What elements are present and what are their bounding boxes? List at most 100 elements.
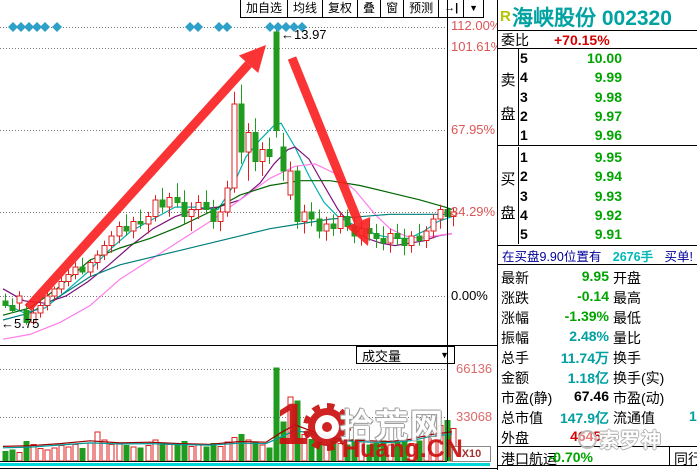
detail-label: 市盈(静): [501, 390, 553, 406]
detail-label-right: 量比: [613, 330, 641, 346]
order-level: 5: [520, 49, 528, 66]
notice-suffix: 买单!: [664, 249, 693, 264]
side-label-char: 买: [500, 171, 516, 188]
detail-value: 2.48%: [569, 328, 609, 344]
orderbook-divider: [498, 145, 697, 146]
ask-row[interactable]: 3 9.98: [520, 87, 697, 106]
jump-to-latest-icon[interactable]: →|: [439, 0, 465, 17]
order-level: 3: [520, 88, 528, 105]
timeline-strip: [0, 463, 490, 466]
order-price: 9.91: [594, 226, 622, 243]
toolbar-caret-down-icon[interactable]: ▼: [469, 3, 479, 13]
ask-row[interactable]: 5 10.00: [520, 48, 697, 67]
order-level: 5: [520, 226, 528, 243]
detail-row: 最新 9.95 开盘: [498, 266, 697, 286]
order-level: 2: [520, 168, 528, 185]
detail-row: 涨跌 -0.14 最高: [498, 286, 697, 306]
weibi-label: 委比: [501, 31, 529, 48]
volume-axis-line: [0, 461, 447, 462]
side-label-char: 盘: [500, 106, 516, 123]
toolbar-button-5[interactable]: 预测: [404, 0, 440, 17]
order-notice-bar: 在买盘9.90位置有 2676手 买单!: [498, 245, 697, 265]
caret-down-icon[interactable]: ▼: [440, 350, 449, 360]
axis-tick-label: 0.00%: [451, 288, 488, 303]
sector-name[interactable]: 港口航运: [501, 451, 557, 467]
order-price: 9.93: [594, 187, 622, 204]
toolbar-button-4[interactable]: 窗: [381, 0, 405, 17]
weibi-value: +70.15%: [554, 31, 610, 48]
order-price: 9.95: [594, 148, 622, 165]
detail-value: -1.39%: [564, 308, 609, 324]
detail-label-right: 换手: [613, 350, 641, 366]
sector-bar: 港口航运 -0.70% 同行: [498, 446, 697, 467]
weibi-row: 委比 +70.15%: [498, 30, 697, 49]
detail-label: 最新: [501, 270, 529, 286]
axis-tick-label: 33068: [456, 409, 493, 424]
chart-toolbar: 加自选 均线 复权叠窗预测 →| ▼: [240, 0, 485, 18]
order-price: 9.97: [594, 107, 622, 124]
sell-side-label: 卖盘: [498, 48, 519, 145]
detail-label-right: 开盘: [613, 270, 641, 286]
detail-label-right: 流通值: [613, 410, 655, 426]
detail-label: 总手: [501, 350, 529, 366]
order-price: 9.99: [594, 69, 622, 86]
order-level: 1: [520, 127, 528, 144]
detail-value: 1.18亿: [567, 370, 609, 386]
volume-indicator-selector[interactable]: 成交量 ▼: [356, 346, 455, 364]
detail-value-right: 1: [689, 408, 697, 424]
bid-rows: 1 9.95 2 9.94 3 9.93 4 9.92 5 9.91: [520, 147, 697, 244]
axis-tick-label: 101.61%: [451, 39, 503, 54]
order-price: 9.96: [594, 127, 622, 144]
peak-price-label: ←13.97: [281, 27, 327, 42]
chart-right-border: [447, 0, 448, 461]
sector-separator: [669, 447, 670, 465]
axis-tick-label: 67.95%: [451, 122, 496, 137]
buy-side-label: 买盘: [498, 147, 519, 244]
order-level: 3: [520, 187, 528, 204]
ask-row[interactable]: 1 9.96: [520, 126, 697, 145]
detail-value: 11.74万: [560, 350, 609, 366]
detail-row: 金额 1.18亿 换手(实): [498, 366, 697, 386]
detail-label-right: 最低: [613, 310, 641, 326]
toolbar-button-2[interactable]: 复权: [323, 0, 359, 17]
order-price: 9.94: [594, 168, 622, 185]
detail-label: 振幅: [501, 330, 529, 346]
detail-row: 总手 11.74万 换手: [498, 346, 697, 366]
order-price: 10.00: [586, 49, 622, 66]
sector-change: -0.70%: [548, 449, 593, 465]
axis-tick-label: 66136: [456, 361, 493, 376]
detail-label: 涨跌: [501, 290, 529, 306]
detail-label: 总市值: [501, 410, 543, 426]
detail-label: 外盘: [501, 430, 529, 446]
window-bottom-border: [0, 468, 697, 469]
toolbar-button-1[interactable]: 均线: [288, 0, 324, 17]
bid-row[interactable]: 5 9.91: [520, 225, 697, 244]
stock-title: 海峡股份 002320: [512, 7, 672, 30]
order-level: 4: [520, 69, 528, 86]
sector-peer-tab[interactable]: 同行: [674, 451, 697, 467]
bid-row[interactable]: 2 9.94: [520, 166, 697, 185]
toolbar-button-0[interactable]: 加自选: [241, 0, 289, 17]
ask-rows: 5 10.00 4 9.99 3 9.98 2 9.97 1 9.96: [520, 48, 697, 145]
quote-panel: R 海峡股份 002320 委比 +70.15% 卖盘 5 10.00 4 9.99 3…: [497, 0, 697, 470]
volume-header-label: 成交量: [362, 348, 402, 364]
order-level: 1: [520, 148, 528, 165]
detail-label: 涨幅: [501, 310, 529, 326]
ask-row[interactable]: 4 9.99: [520, 67, 697, 86]
bid-row[interactable]: 4 9.92: [520, 205, 697, 224]
detail-row: 外盘 46450: [498, 426, 697, 446]
detail-row: 总市值 147.9亿 流通值 1: [498, 406, 697, 426]
toolbar-button-3[interactable]: 叠: [358, 0, 382, 17]
detail-value: 67.46: [573, 388, 609, 404]
bid-row[interactable]: 3 9.93: [520, 186, 697, 205]
quote-details: 最新 9.95 开盘 涨跌 -0.14 最高 涨幅 -1.39% 最低 振幅 2.48% 量比 总手 11…: [498, 266, 697, 446]
candlestick-chart[interactable]: [0, 0, 497, 470]
detail-value: 46450: [570, 428, 609, 444]
bid-row[interactable]: 1 9.95: [520, 147, 697, 166]
notice-quantity: 2676手: [612, 249, 654, 264]
detail-label-right: 市盈(动): [613, 390, 665, 406]
ask-row[interactable]: 2 9.97: [520, 106, 697, 125]
order-price: 9.92: [594, 206, 622, 223]
detail-row: 振幅 2.48% 量比: [498, 326, 697, 346]
